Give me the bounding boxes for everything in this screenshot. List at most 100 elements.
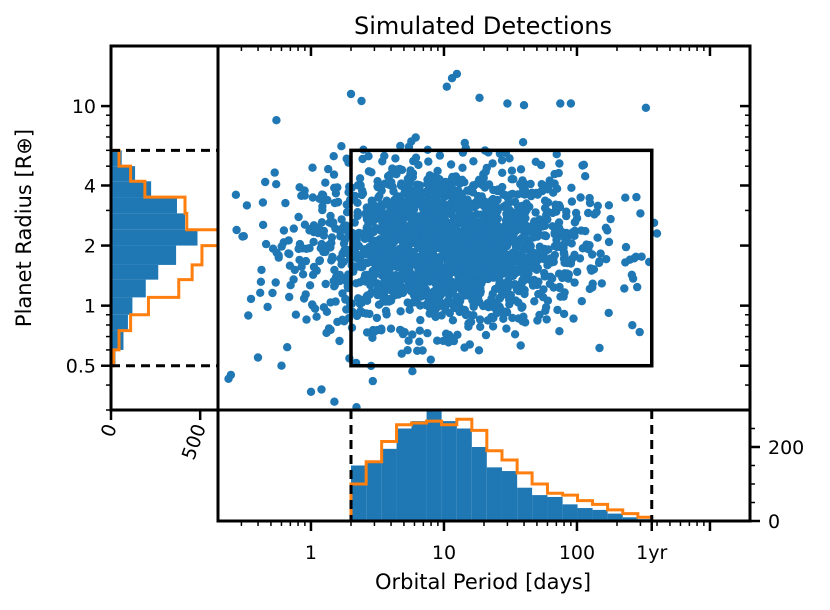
- scatter-point: [477, 279, 486, 288]
- scatter-point: [441, 216, 450, 225]
- scatter-point: [442, 273, 452, 282]
- scatter-point: [415, 195, 424, 204]
- scatter-point: [246, 294, 256, 304]
- scatter-point: [364, 246, 373, 255]
- scatter-point: [396, 141, 405, 151]
- scatter-point: [279, 226, 289, 235]
- scatter-point: [496, 229, 505, 238]
- scatter-point: [525, 227, 534, 236]
- scatter-point: [369, 227, 378, 237]
- scatter-point: [232, 225, 241, 235]
- scatter-point: [321, 279, 330, 289]
- period-hist-bars: [351, 410, 652, 521]
- period-hist-count-label: 0: [768, 511, 780, 533]
- scatter-point: [331, 189, 341, 198]
- scatter-point: [632, 192, 641, 202]
- scatter-point: [477, 218, 486, 227]
- radius-hist-bar: [111, 264, 159, 280]
- scatter-point: [526, 191, 536, 201]
- scatter-point: [567, 183, 576, 192]
- scatter-point: [476, 210, 486, 219]
- scatter-point: [309, 237, 318, 247]
- scatter-point: [283, 343, 292, 352]
- scatter-point: [463, 203, 472, 212]
- radius-hist-count-label: 500: [178, 421, 211, 463]
- scatter-point: [572, 214, 582, 223]
- scatter-point: [318, 205, 327, 215]
- scatter-point: [397, 349, 406, 358]
- scatter-point: [585, 284, 594, 294]
- scatter-point: [457, 189, 467, 199]
- scatter-point: [424, 290, 433, 299]
- radius-hist-bar: [111, 229, 198, 246]
- scatter-point: [528, 251, 537, 260]
- selection-box: [349, 148, 654, 368]
- scatter-point: [272, 180, 281, 189]
- scatter-point: [492, 308, 501, 318]
- scatter-point: [270, 168, 279, 177]
- radius-hist-bars: [111, 150, 198, 366]
- scatter-point: [430, 278, 440, 287]
- scatter-point: [466, 281, 475, 290]
- scatter-point: [422, 267, 431, 276]
- scatter-point: [525, 202, 534, 211]
- scatter-point: [451, 249, 460, 258]
- scatter-point: [400, 283, 410, 292]
- scatter-point: [444, 243, 453, 253]
- scatter-point: [423, 329, 432, 338]
- scatter-point: [556, 99, 565, 108]
- scatter-point: [444, 262, 453, 272]
- scatter-point: [400, 261, 409, 270]
- scatter-point: [261, 239, 271, 249]
- scatter-point: [531, 157, 540, 166]
- scatter-point: [317, 385, 326, 394]
- scatter-point: [409, 206, 418, 215]
- scatter-point: [460, 138, 469, 148]
- scatter-point: [393, 285, 402, 295]
- scatter-point: [460, 305, 469, 315]
- scatter-point: [268, 288, 277, 298]
- scatter-point: [396, 307, 405, 316]
- scatter-point: [488, 322, 498, 331]
- scatter-point: [362, 223, 371, 232]
- scatter-point: [277, 361, 286, 370]
- scatter-point: [330, 282, 339, 291]
- scatter-point: [427, 229, 437, 238]
- scatter-point: [542, 315, 551, 324]
- period-hist-bar: [381, 448, 397, 521]
- scatter-point: [559, 249, 569, 258]
- scatter-point: [519, 101, 529, 110]
- scatter-point: [602, 255, 611, 264]
- scatter-point: [435, 175, 444, 184]
- period-hist-bar: [562, 504, 578, 521]
- scatter-point: [575, 254, 585, 263]
- period-hist-bar: [501, 471, 518, 521]
- scatter-point: [308, 163, 317, 172]
- scatter-point: [568, 228, 577, 237]
- scatter-point: [452, 292, 462, 302]
- scatter-point: [472, 224, 482, 234]
- scatter-point: [487, 196, 496, 206]
- scatter-point: [455, 207, 465, 216]
- scatter-point: [510, 208, 520, 217]
- scatter-point: [448, 173, 457, 182]
- scatter-point: [448, 334, 458, 343]
- scatter-point: [480, 243, 489, 252]
- radius-hist-bar: [111, 181, 152, 198]
- scatter-point: [502, 209, 511, 219]
- scatter-point: [391, 154, 400, 163]
- scatter-point: [633, 282, 642, 292]
- scatter-point: [566, 99, 576, 108]
- scatter-point: [357, 190, 366, 200]
- scatter-point: [302, 315, 311, 324]
- scatter-point: [426, 210, 435, 219]
- period-hist-bar: [426, 410, 442, 521]
- scatter-point: [531, 208, 540, 217]
- y-tick-label: 0.5: [66, 356, 96, 378]
- scatter-point: [336, 254, 345, 263]
- scatter-point: [553, 242, 562, 252]
- scatter-point: [398, 270, 407, 279]
- scatter-point: [511, 296, 520, 305]
- scatter-point: [342, 200, 351, 209]
- scatter-point: [554, 168, 563, 178]
